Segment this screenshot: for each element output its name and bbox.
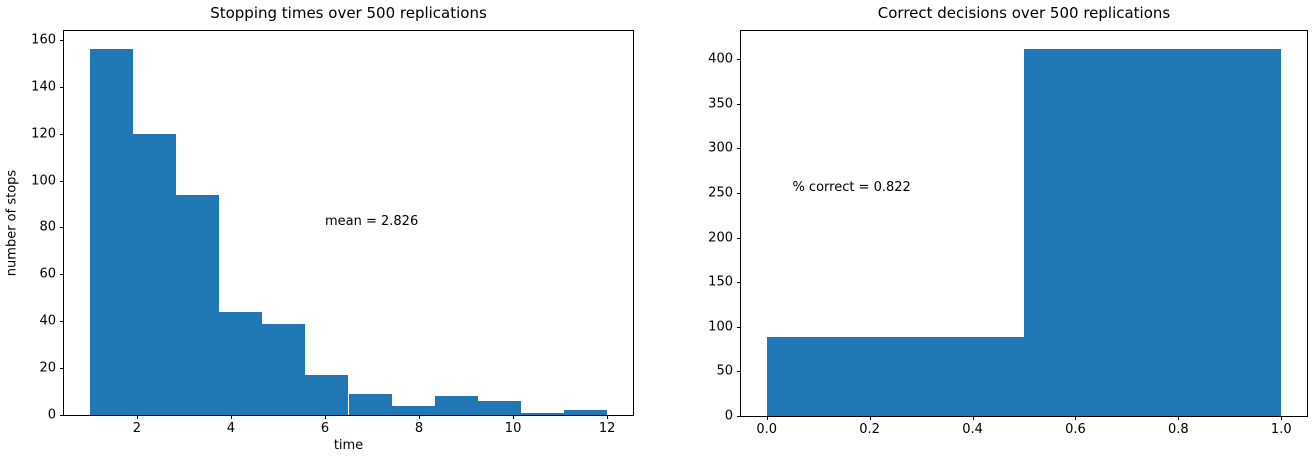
chart-title: Correct decisions over 500 replications xyxy=(877,4,1171,22)
x-tick-mark xyxy=(1178,416,1180,420)
x-tick-label: 10 xyxy=(504,421,522,436)
percent-correct-annotation: % correct = 0.822 xyxy=(792,180,911,195)
x-tick-label: 12 xyxy=(598,421,616,436)
histogram-bar xyxy=(305,375,349,415)
x-tick-label: 2 xyxy=(132,421,142,436)
x-tick-mark xyxy=(972,416,974,420)
mean-annotation: mean = 2.826 xyxy=(324,214,419,230)
x-tick-label: 8 xyxy=(414,421,424,436)
x-tick-label: 6 xyxy=(320,421,330,436)
x-tick-mark xyxy=(136,415,138,419)
x-tick-mark xyxy=(324,415,326,419)
histogram-bar xyxy=(477,400,521,415)
x-tick-label: 0.8 xyxy=(1168,422,1189,437)
y-tick-label: 200 xyxy=(708,230,733,246)
y-tick-mark xyxy=(60,368,64,370)
y-tick-mark xyxy=(737,148,741,150)
x-tick-mark xyxy=(513,415,515,419)
y-tick-mark xyxy=(737,282,741,284)
x-tick-label: 0.0 xyxy=(756,422,778,437)
y-tick-mark xyxy=(737,371,741,373)
x-tick-mark xyxy=(607,415,609,419)
y-tick-label: 160 xyxy=(31,32,56,48)
y-tick-mark xyxy=(737,192,741,194)
y-tick-label: 50 xyxy=(716,363,733,379)
histogram-bar xyxy=(348,393,392,415)
y-tick-label: 350 xyxy=(708,96,733,112)
x-tick-mark xyxy=(1075,416,1077,420)
y-tick-label: 60 xyxy=(39,266,56,282)
y-tick-mark xyxy=(737,59,741,61)
y-tick-label: 100 xyxy=(708,319,733,335)
histogram-bar xyxy=(391,405,435,415)
histogram-bar xyxy=(89,49,133,415)
x-tick-label: 0.6 xyxy=(1065,422,1086,437)
x-tick-mark xyxy=(1281,416,1283,420)
y-tick-label: 40 xyxy=(39,313,56,329)
histogram-bar xyxy=(262,323,306,415)
y-tick-label: 80 xyxy=(39,219,56,235)
histogram-bar xyxy=(176,194,220,415)
histogram-bar xyxy=(564,410,608,415)
histogram-bar xyxy=(1024,49,1282,416)
y-tick-label: 0 xyxy=(47,407,56,423)
x-tick-label: 1.0 xyxy=(1270,422,1292,437)
x-tick-mark xyxy=(230,415,232,419)
x-tick-label: 0.2 xyxy=(859,422,880,437)
y-tick-label: 400 xyxy=(708,51,733,67)
y-tick-mark xyxy=(60,415,64,416)
histogram-bar xyxy=(766,336,1024,416)
y-tick-label: 20 xyxy=(39,360,56,376)
y-tick-mark xyxy=(60,321,64,323)
histogram-bar xyxy=(219,311,263,415)
y-tick-mark xyxy=(737,416,741,417)
x-tick-label: 0.4 xyxy=(962,422,983,437)
x-tick-mark xyxy=(869,416,871,420)
x-tick-mark xyxy=(419,415,421,419)
stopping-times-histogram: Stopping times over 500 replications mea… xyxy=(5,4,634,453)
y-tick-mark xyxy=(60,86,64,88)
x-tick-label: 4 xyxy=(226,421,236,436)
y-tick-mark xyxy=(60,274,64,276)
y-tick-mark xyxy=(737,326,741,328)
y-tick-mark xyxy=(60,227,64,229)
y-tick-mark xyxy=(60,133,64,135)
y-tick-label: 140 xyxy=(31,79,56,95)
histogram-bar xyxy=(520,412,565,415)
y-tick-mark xyxy=(60,39,64,41)
y-tick-mark xyxy=(737,103,741,105)
y-tick-label: 0 xyxy=(724,408,733,424)
correct-decisions-histogram: Correct decisions over 500 replications … xyxy=(708,4,1308,437)
y-tick-mark xyxy=(737,237,741,239)
y-tick-label: 150 xyxy=(708,274,733,290)
chart-title: Stopping times over 500 replications xyxy=(210,4,487,22)
y-tick-label: 100 xyxy=(31,173,56,189)
y-axis-label: number of stops xyxy=(4,169,20,277)
y-tick-label: 250 xyxy=(708,185,733,201)
bars-area xyxy=(741,31,1307,416)
histogram-bar xyxy=(132,133,177,415)
histogram-bar xyxy=(434,396,478,415)
y-tick-mark xyxy=(60,180,64,182)
x-axis-label: time xyxy=(333,438,364,453)
bars-area xyxy=(64,31,633,415)
x-tick-mark xyxy=(766,416,768,420)
y-tick-label: 120 xyxy=(31,126,56,142)
y-tick-label: 300 xyxy=(708,140,733,156)
